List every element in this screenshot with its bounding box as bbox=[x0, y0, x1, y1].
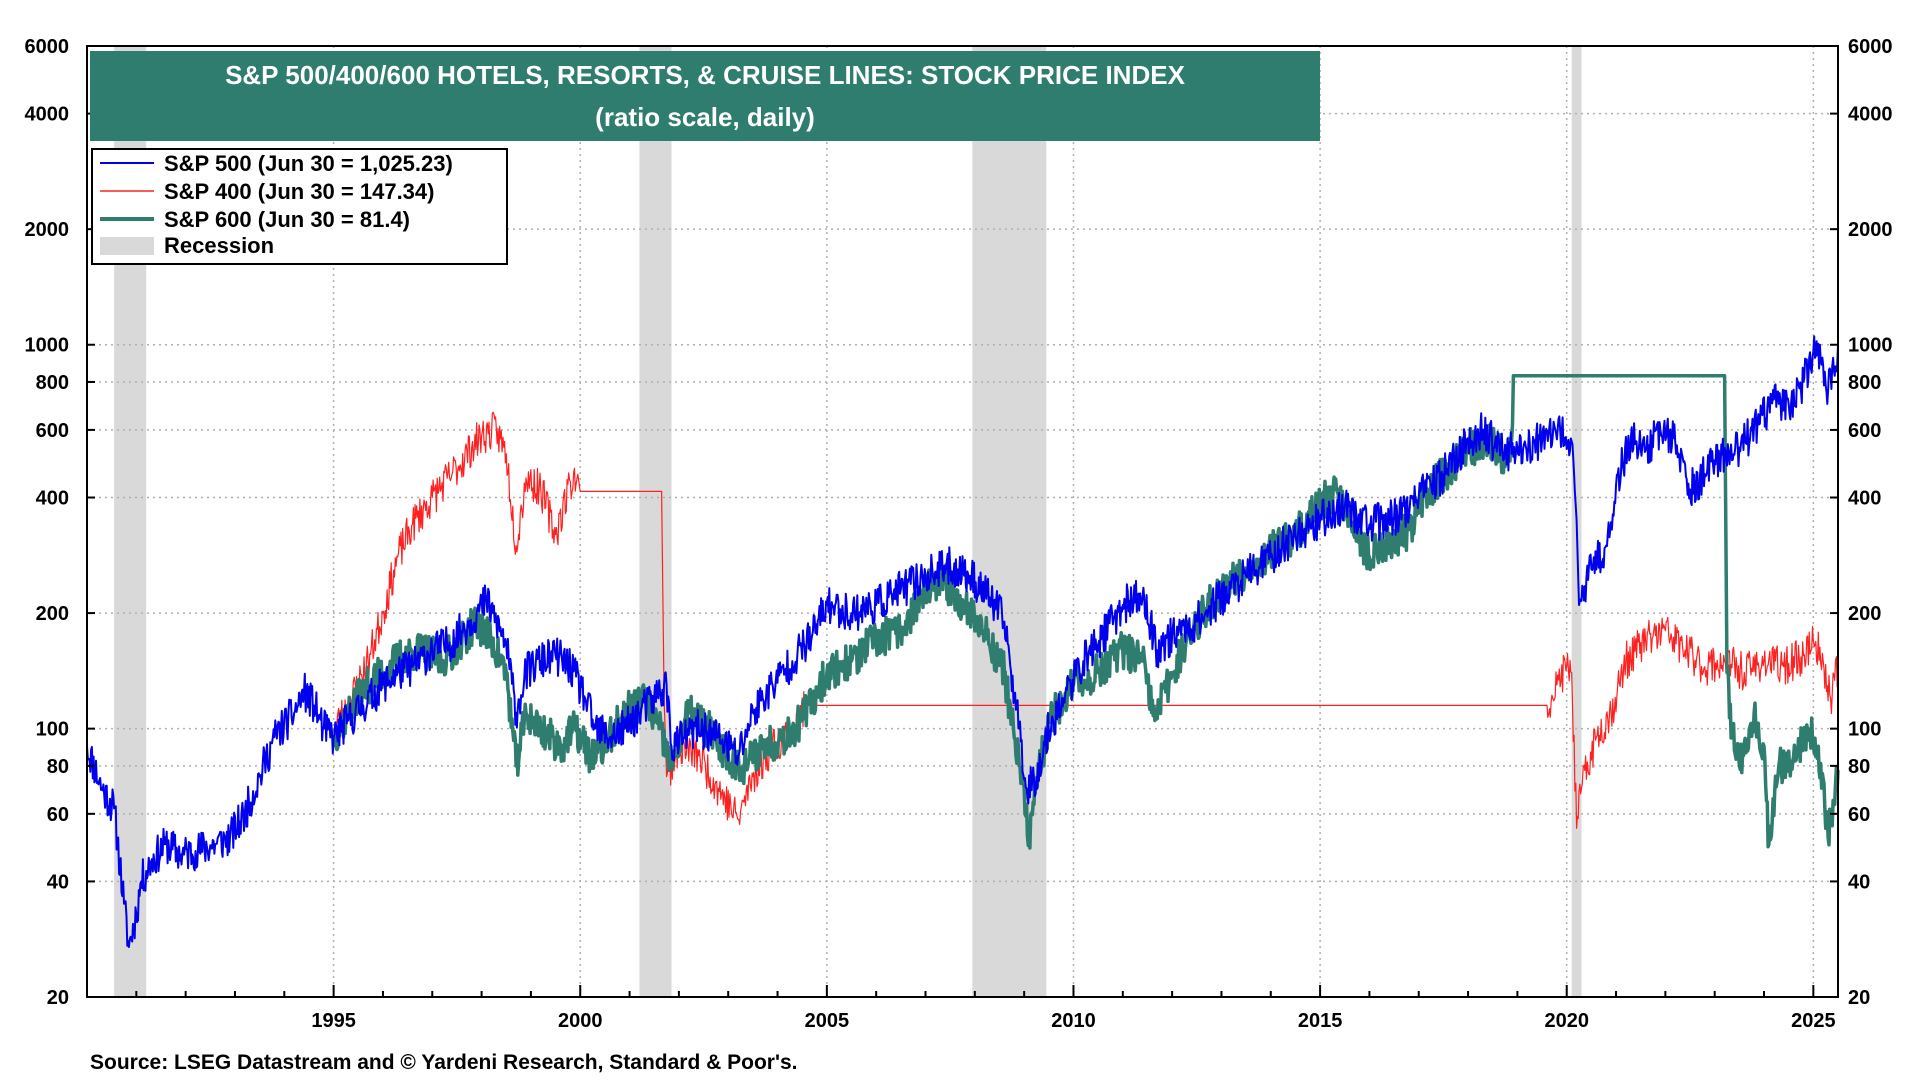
legend-swatch-recession bbox=[100, 237, 154, 255]
y-tick-label-right: 100 bbox=[1848, 719, 1881, 741]
legend-label-sp600: S&P 600 (Jun 30 = 81.4) bbox=[164, 207, 410, 232]
y-tick-label-left: 4000 bbox=[25, 104, 70, 126]
y-tick-label-left: 20 bbox=[47, 987, 69, 1009]
y-tick-label-left: 60 bbox=[47, 804, 69, 826]
y-tick-label-right: 2000 bbox=[1848, 219, 1893, 241]
y-tick-label-left: 40 bbox=[47, 871, 69, 893]
recession-band-2 bbox=[972, 46, 1047, 997]
x-tick-label: 2015 bbox=[1298, 1010, 1343, 1032]
y-tick-label-right: 6000 bbox=[1848, 36, 1893, 58]
y-tick-label-left: 1000 bbox=[25, 335, 70, 357]
x-tick-label: 2010 bbox=[1051, 1010, 1096, 1032]
series-line-sp600 bbox=[331, 374, 1840, 850]
x-tick-label: 1995 bbox=[311, 1010, 356, 1032]
y-tick-label-right: 60 bbox=[1848, 804, 1870, 826]
legend: S&P 500 (Jun 30 = 1,025.23) S&P 400 (Jun… bbox=[91, 148, 508, 265]
y-tick-label-left: 2000 bbox=[25, 219, 70, 241]
y-tick-label-right: 400 bbox=[1848, 488, 1881, 510]
y-tick-label-right: 200 bbox=[1848, 603, 1881, 625]
legend-label-recession: Recession bbox=[164, 233, 274, 258]
series-lines bbox=[86, 335, 1840, 948]
y-tick-label-right: 800 bbox=[1848, 372, 1881, 394]
y-tick-label-left: 800 bbox=[36, 372, 69, 394]
y-tick-label-left: 400 bbox=[36, 488, 69, 510]
source-note: Source: LSEG Datastream and © Yardeni Re… bbox=[90, 1051, 797, 1074]
legend-label-sp500: S&P 500 (Jun 30 = 1,025.23) bbox=[164, 151, 453, 176]
y-tick-label-left: 200 bbox=[36, 603, 69, 625]
x-tick-label: 2005 bbox=[805, 1010, 850, 1032]
y-tick-label-right: 1000 bbox=[1848, 335, 1893, 357]
x-tick-label: 2020 bbox=[1544, 1010, 1589, 1032]
y-tick-label-left: 600 bbox=[36, 420, 69, 442]
chart-title: S&P 500/400/600 HOTELS, RESORTS, & CRUIS… bbox=[225, 60, 1186, 90]
y-tick-label-right: 40 bbox=[1848, 871, 1870, 893]
chart-subtitle: (ratio scale, daily) bbox=[595, 102, 815, 132]
recession-band-1 bbox=[639, 46, 672, 997]
y-tick-label-left: 100 bbox=[36, 719, 69, 741]
y-tick-label-right: 600 bbox=[1848, 420, 1881, 442]
series-line-sp500 bbox=[86, 335, 1839, 948]
y-tick-label-left: 80 bbox=[47, 756, 69, 778]
x-tick-label: 2000 bbox=[558, 1010, 603, 1032]
title-box: S&P 500/400/600 HOTELS, RESORTS, & CRUIS… bbox=[90, 51, 1320, 141]
y-tick-label-right: 4000 bbox=[1848, 104, 1893, 126]
y-tick-label-left: 6000 bbox=[25, 36, 70, 58]
y-tick-label-right: 80 bbox=[1848, 756, 1870, 778]
legend-label-sp400: S&P 400 (Jun 30 = 147.34) bbox=[164, 179, 434, 204]
plot-frame bbox=[86, 45, 1839, 998]
y-tick-label-right: 20 bbox=[1848, 987, 1870, 1009]
x-tick-label: 2025 bbox=[1791, 1010, 1836, 1032]
